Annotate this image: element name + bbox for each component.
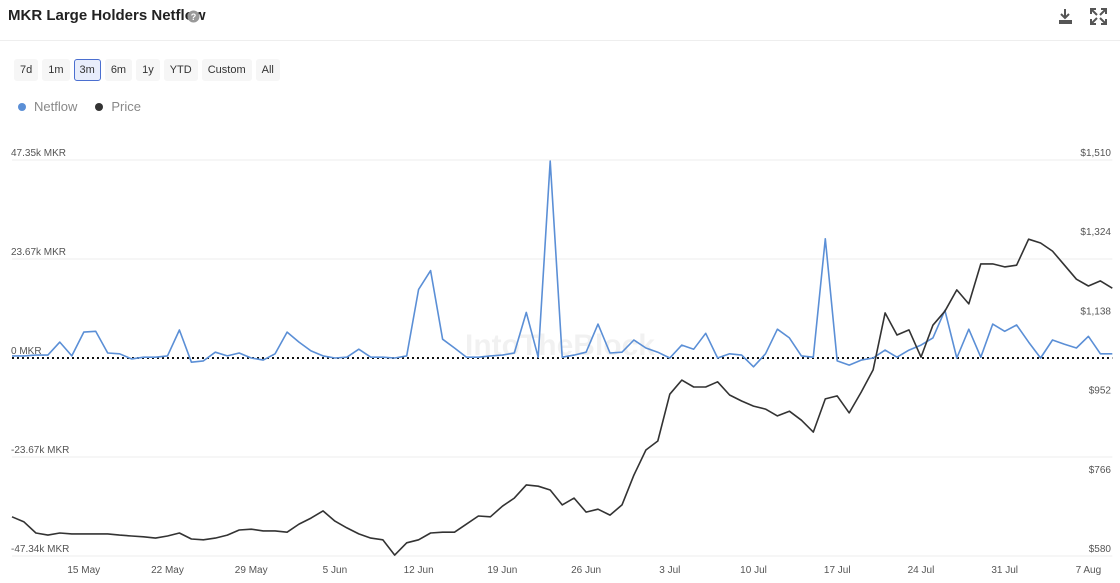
x-tick-label: 12 Jun <box>404 565 434 576</box>
x-tick-label: 3 Jul <box>659 565 680 576</box>
range-selector: 7d 1m 3m 6m 1y YTD Custom All <box>14 59 280 81</box>
y-tick-label: 0 MKR <box>11 346 42 357</box>
legend-swatch <box>18 102 26 111</box>
x-tick-label: 10 Jul <box>740 565 767 576</box>
range-button[interactable]: 7d <box>14 59 39 81</box>
legend-item[interactable]: Price <box>95 99 141 114</box>
y-tick-label: -47.34k MKR <box>11 544 69 555</box>
y-tick-label: 47.35k MKR <box>11 148 66 159</box>
download-icon[interactable] <box>1059 9 1072 24</box>
legend-swatch <box>95 102 104 111</box>
range-button[interactable]: 1m <box>42 59 70 81</box>
y2-tick-label: $1,138 <box>1080 306 1111 317</box>
y-tick-label: -23.67k MKR <box>11 445 69 456</box>
x-tick-label: 24 Jul <box>908 565 935 576</box>
help-icon[interactable]: ? <box>187 10 200 23</box>
x-tick-label: 15 May <box>67 565 100 576</box>
line-1 <box>11 238 1113 556</box>
range-button[interactable]: Custom <box>201 59 252 81</box>
y2-tick-label: $766 <box>1089 465 1112 476</box>
range-button[interactable]: 3m <box>73 59 101 81</box>
range-button[interactable]: 6m <box>104 59 133 81</box>
range-button[interactable]: All <box>255 59 280 81</box>
legend-item[interactable]: Netflow <box>18 99 77 114</box>
x-tick-label: 7 Aug <box>1076 565 1102 576</box>
y-tick-label: 23.67k MKR <box>11 247 66 258</box>
y2-tick-label: $1,324 <box>1080 227 1111 238</box>
x-tick-label: 19 Jun <box>487 565 517 576</box>
x-tick-label: 26 Jun <box>571 565 601 576</box>
legend-label: Price <box>111 99 141 114</box>
svg-text:?: ? <box>191 12 197 22</box>
range-button[interactable]: YTD <box>163 59 198 81</box>
x-tick-label: 29 May <box>235 565 268 576</box>
line-0 <box>12 160 1113 368</box>
x-tick-label: 17 Jul <box>824 565 851 576</box>
x-tick-label: 22 May <box>151 565 184 576</box>
y2-tick-label: $1,510 <box>1080 148 1111 159</box>
y2-tick-label: $952 <box>1089 386 1112 397</box>
y2-tick-label: $580 <box>1089 544 1112 555</box>
divider <box>0 40 1120 41</box>
x-tick-label: 31 Jul <box>991 565 1018 576</box>
legend: Netflow Price <box>18 99 141 114</box>
x-tick-label: 5 Jun <box>323 565 347 576</box>
range-button[interactable]: 1y <box>136 59 160 81</box>
expand-icon[interactable] <box>1090 8 1107 25</box>
toolbar <box>1059 8 1107 25</box>
title: MKR Large Holders Netflow <box>8 7 206 24</box>
legend-label: Netflow <box>34 99 78 114</box>
